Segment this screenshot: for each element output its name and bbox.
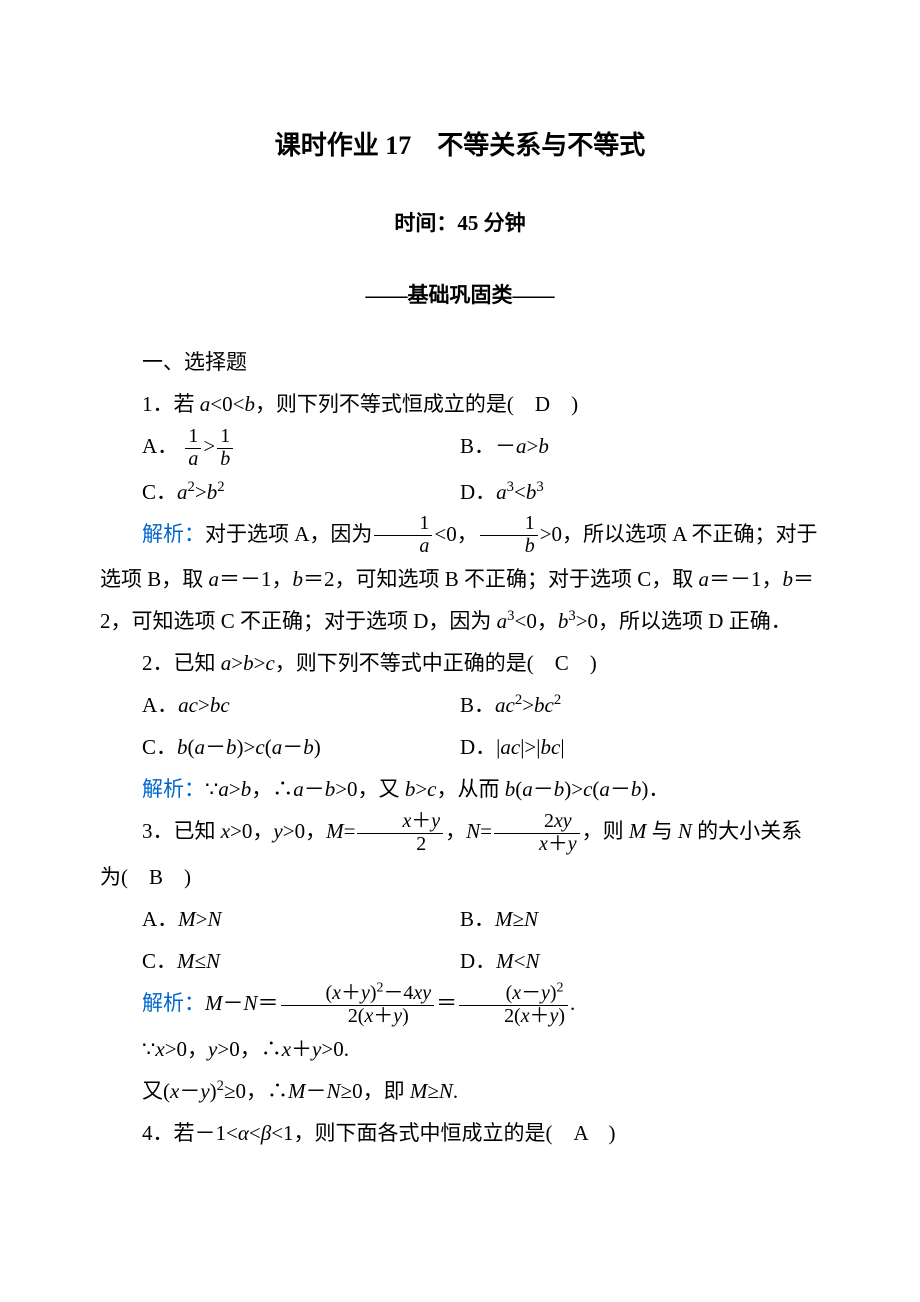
q3-option-c: C．M≤N — [100, 940, 460, 982]
q2-c-label: C． — [142, 735, 177, 759]
heading-choice: 一、选择题 — [100, 341, 820, 383]
q1-options-row1: A． 1a>1b B．－a>b — [100, 425, 820, 471]
q3-explain-1: 解析：M－N＝(x＋y)2－4xy2(x＋y)＝(x－y)22(x＋y). — [100, 982, 820, 1028]
q2-option-c: C．b(a－b)>c(a－b) — [100, 726, 460, 768]
page-title: 课时作业 17 不等关系与不等式 — [100, 120, 820, 172]
q3-options-row1: A．M>N B．M≥N — [100, 898, 820, 940]
q1-stem-post: ，则下列不等式恒成立的是( D ) — [255, 392, 578, 416]
q1-stem: 1．若 a<0<b，则下列不等式恒成立的是( D ) — [100, 383, 820, 425]
q2-option-a: A．ac>bc — [100, 684, 460, 726]
q1-explain: 解析：对于选项 A，因为1a<0，1b>0，所以选项 A 不正确；对于选项 B，… — [100, 513, 820, 643]
q1-option-c: C．a2>b2 — [100, 471, 460, 513]
q2-option-b: B．ac2>bc2 — [460, 684, 820, 726]
q3-options-row2: C．M≤N D．M<N — [100, 940, 820, 982]
section-basic: ——基础巩固类—— — [100, 274, 820, 316]
q1-c-label: C． — [142, 480, 177, 504]
q2-a-label: A． — [142, 693, 178, 717]
time-limit: 时间：45 分钟 — [100, 202, 820, 244]
explain-label: 解析： — [142, 991, 205, 1015]
page: 课时作业 17 不等关系与不等式 时间：45 分钟 ——基础巩固类—— 一、选择… — [0, 0, 920, 1302]
q3-a-label: A． — [142, 907, 178, 931]
q3-option-d: D．M<N — [460, 940, 820, 982]
q1-b-label: B． — [460, 434, 495, 458]
q3-explain-2: ∵x>0，y>0，∴x＋y>0. — [100, 1028, 820, 1070]
q1-stem-pre: 1．若 — [142, 392, 200, 416]
q2-option-d: D．|ac|>|bc| — [460, 726, 820, 768]
q1-options-row2: C．a2>b2 D．a3<b3 — [100, 471, 820, 513]
q2-d-label: D． — [460, 735, 496, 759]
q3-b-label: B． — [460, 907, 495, 931]
q3-explain-3: 又(x－y)2≥0，∴M－N≥0，即 M≥N. — [100, 1070, 820, 1112]
q3-option-a: A．M>N — [100, 898, 460, 940]
q3-option-b: B．M≥N — [460, 898, 820, 940]
q2-stem: 2．已知 a>b>c，则下列不等式中正确的是( C ) — [100, 642, 820, 684]
q3-stem: 3．已知 x>0，y>0，M=x＋y2，N=2xyx＋y，则 M 与 N 的大小… — [100, 810, 820, 898]
q2-b-label: B． — [460, 693, 495, 717]
q1-option-d: D．a3<b3 — [460, 471, 820, 513]
q1-a-label: A． — [142, 434, 178, 458]
q2-options-row2: C．b(a－b)>c(a－b) D．|ac|>|bc| — [100, 726, 820, 768]
q1-option-b: B．－a>b — [460, 425, 820, 471]
q2-options-row1: A．ac>bc B．ac2>bc2 — [100, 684, 820, 726]
q3-d-label: D． — [460, 949, 496, 973]
q4-stem: 4．若－1<α<β<1，则下面各式中恒成立的是( A ) — [100, 1112, 820, 1154]
q1-option-a: A． 1a>1b — [100, 425, 460, 471]
q1-d-label: D． — [460, 480, 496, 504]
explain-label: 解析： — [142, 522, 205, 546]
q3-c-label: C． — [142, 949, 177, 973]
explain-label: 解析： — [142, 777, 205, 801]
q2-explain: 解析：∵a>b，∴a－b>0，又 b>c，从而 b(a－b)>c(a－b)． — [100, 768, 820, 810]
